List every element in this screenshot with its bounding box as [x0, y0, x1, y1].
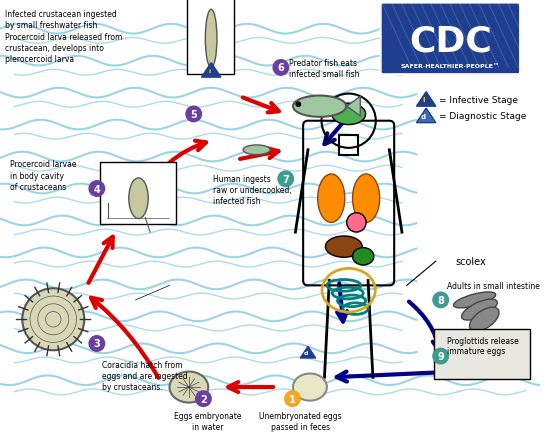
- Bar: [339, 136, 358, 155]
- Polygon shape: [416, 92, 436, 107]
- Text: d: d: [421, 114, 426, 120]
- Text: Human ingests
raw or undercooked,
infected fish: Human ingests raw or undercooked, infect…: [213, 174, 292, 206]
- Ellipse shape: [454, 292, 496, 308]
- Ellipse shape: [170, 372, 208, 403]
- Ellipse shape: [353, 248, 374, 266]
- Text: i: i: [208, 69, 210, 74]
- Circle shape: [89, 336, 104, 352]
- Text: Infected crustacean ingested
by small freshwater fish
Procercoid larva released : Infected crustacean ingested by small fr…: [5, 10, 122, 64]
- FancyBboxPatch shape: [381, 3, 520, 75]
- Ellipse shape: [318, 174, 345, 223]
- Circle shape: [196, 391, 211, 407]
- FancyBboxPatch shape: [434, 329, 530, 379]
- Ellipse shape: [325, 237, 362, 258]
- Ellipse shape: [205, 10, 217, 68]
- Text: SAFER·HEALTHIER·PEOPLE™: SAFER·HEALTHIER·PEOPLE™: [401, 64, 500, 69]
- Text: 7: 7: [282, 174, 289, 184]
- Circle shape: [89, 181, 104, 197]
- Polygon shape: [300, 347, 316, 358]
- Text: i: i: [422, 97, 425, 103]
- Circle shape: [186, 107, 201, 122]
- Circle shape: [433, 293, 449, 308]
- FancyBboxPatch shape: [100, 163, 176, 225]
- Text: 2: 2: [200, 394, 207, 404]
- FancyBboxPatch shape: [187, 0, 234, 75]
- Text: Eggs embryonate
in water: Eggs embryonate in water: [175, 411, 242, 431]
- Text: 5: 5: [190, 110, 197, 120]
- Text: Adults in small intestine: Adults in small intestine: [448, 281, 540, 290]
- Text: 3: 3: [94, 339, 100, 349]
- Ellipse shape: [353, 174, 379, 223]
- Text: = Diagnostic Stage: = Diagnostic Stage: [439, 112, 526, 121]
- Ellipse shape: [243, 145, 270, 155]
- Text: 8: 8: [437, 295, 444, 305]
- Text: CDC: CDC: [409, 24, 492, 58]
- Text: 4: 4: [94, 184, 100, 194]
- Text: = Infective Stage: = Infective Stage: [439, 95, 518, 105]
- Ellipse shape: [129, 178, 148, 219]
- Circle shape: [278, 172, 294, 187]
- Text: 1: 1: [289, 394, 296, 404]
- Ellipse shape: [331, 104, 365, 125]
- Text: scolex: scolex: [455, 256, 486, 266]
- Ellipse shape: [347, 213, 366, 233]
- Polygon shape: [416, 109, 436, 123]
- Text: Unembryonated eggs
passed in feces: Unembryonated eggs passed in feces: [259, 411, 341, 431]
- Circle shape: [433, 349, 449, 364]
- Circle shape: [22, 289, 84, 350]
- Ellipse shape: [461, 299, 497, 320]
- Text: d: d: [304, 350, 308, 355]
- Polygon shape: [347, 97, 360, 117]
- Ellipse shape: [469, 307, 499, 332]
- Ellipse shape: [293, 374, 327, 401]
- Circle shape: [285, 391, 300, 407]
- Polygon shape: [201, 63, 221, 78]
- Text: 9: 9: [437, 351, 444, 361]
- Text: Proglottids release
immature eggs: Proglottids release immature eggs: [448, 336, 519, 355]
- Text: Coracidia hatch from
eggs and are ingested
by crustaceans.: Coracidia hatch from eggs and are ingest…: [102, 360, 187, 391]
- Ellipse shape: [293, 96, 347, 118]
- Text: Predator fish eats
infected small fish: Predator fish eats infected small fish: [288, 59, 359, 79]
- Circle shape: [273, 61, 288, 76]
- Circle shape: [295, 102, 301, 108]
- Text: Procercoid larvae
in body cavity
of crustaceans: Procercoid larvae in body cavity of crus…: [9, 160, 76, 191]
- Text: 6: 6: [277, 63, 284, 73]
